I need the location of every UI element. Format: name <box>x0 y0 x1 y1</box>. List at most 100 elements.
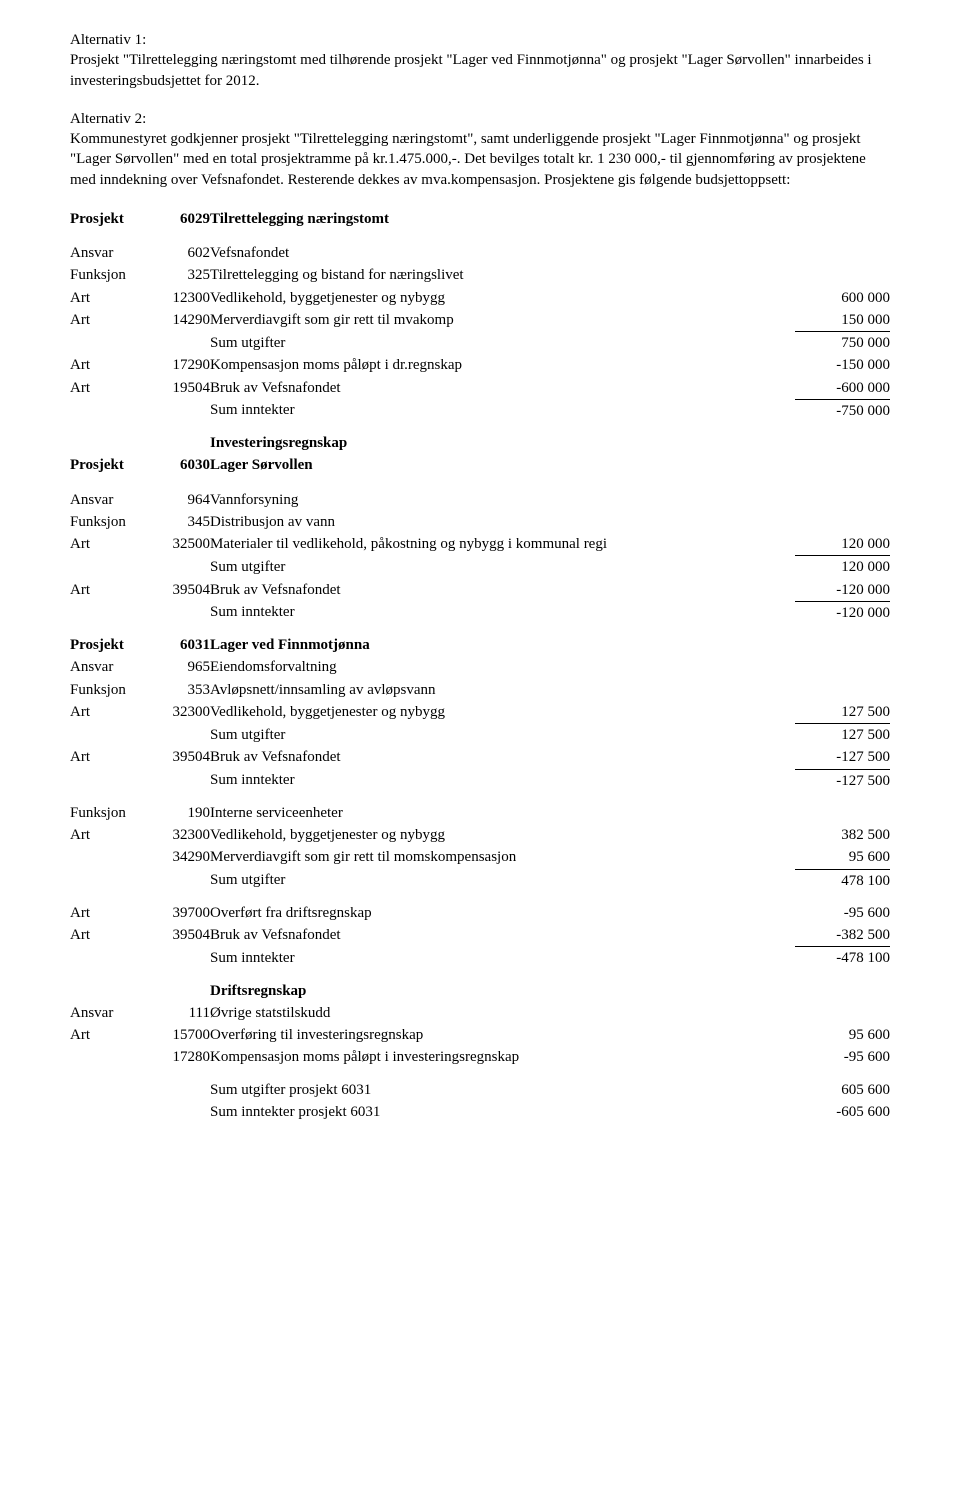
row-code: 32300 <box>155 824 210 846</box>
row-label: Funksjon <box>70 511 155 533</box>
table-row: Sum inntekter-127 500 <box>70 769 890 792</box>
row-desc: Sum inntekter <box>210 769 795 792</box>
row-code: 17290 <box>155 354 210 376</box>
row-code: 345 <box>155 511 210 533</box>
project-6031a-table: Prosjekt 6031 Lager ved Finnmotjønna Ans… <box>70 634 890 792</box>
row-label: Art <box>70 902 155 924</box>
row-desc: Vedlikehold, byggetjenester og nybygg <box>210 287 795 309</box>
table-row: Funksjon190Interne serviceenheter <box>70 802 890 824</box>
table-row: Sum inntekter-120 000 <box>70 601 890 624</box>
row-val: 478 100 <box>795 869 890 892</box>
row-label: Ansvar <box>70 489 155 511</box>
row-desc: Bruk av Vefsnafondet <box>210 579 795 602</box>
row-code: 964 <box>155 489 210 511</box>
row-code: 39700 <box>155 902 210 924</box>
head-desc: Lager ved Finnmotjønna <box>210 634 795 656</box>
row-val: 120 000 <box>795 556 890 579</box>
row-code: 39504 <box>155 579 210 602</box>
table-row: Art15700Overføring til investeringsregns… <box>70 1024 890 1046</box>
row-label <box>70 947 155 970</box>
row-label <box>70 869 155 892</box>
row-desc: Eiendomsforvaltning <box>210 656 795 678</box>
row-label <box>70 556 155 579</box>
row-val <box>795 679 890 701</box>
row-val <box>795 656 890 678</box>
drift-heading: Driftsregnskap <box>210 980 795 1002</box>
row-desc: Merverdiavgift som gir rett til mvakomp <box>210 309 795 332</box>
row-val <box>795 242 890 264</box>
row-label: Funksjon <box>70 264 155 286</box>
alt2-paragraph: Alternativ 2: Kommunestyret godkjenner p… <box>70 109 890 190</box>
row-label <box>70 769 155 792</box>
row-code: 15700 <box>155 1024 210 1046</box>
row-label <box>70 332 155 355</box>
table-row: Funksjon325Tilrettelegging og bistand fo… <box>70 264 890 286</box>
head-label: Prosjekt <box>70 208 155 230</box>
row-desc: Sum utgifter prosjekt 6031 <box>210 1079 795 1101</box>
table-row: Art19504Bruk av Vefsnafondet-600 000 <box>70 377 890 400</box>
row-desc: Overføring til investeringsregnskap <box>210 1024 795 1046</box>
row-desc: Øvrige statstilskudd <box>210 1002 795 1024</box>
row-val: -750 000 <box>795 399 890 422</box>
row-val <box>795 264 890 286</box>
row-val: -127 500 <box>795 769 890 792</box>
row-code: 14290 <box>155 309 210 332</box>
row-desc: Vefsnafondet <box>210 242 795 264</box>
row-val: -478 100 <box>795 947 890 970</box>
table-row: Sum utgifter prosjekt 6031605 600 <box>70 1079 890 1101</box>
row-val: 127 500 <box>795 724 890 747</box>
table-row: Art39700Overført fra driftsregnskap-95 6… <box>70 902 890 924</box>
row-code <box>155 869 210 892</box>
drift-table: Driftsregnskap Ansvar111Øvrige statstils… <box>70 980 890 1069</box>
row-desc: Interne serviceenheter <box>210 802 795 824</box>
table-row: Art39504Bruk av Vefsnafondet-382 500 <box>70 924 890 947</box>
row-desc: Merverdiavgift som gir rett til momskomp… <box>210 846 795 869</box>
row-label: Art <box>70 377 155 400</box>
row-code: 190 <box>155 802 210 824</box>
row-desc: Tilrettelegging og bistand for næringsli… <box>210 264 795 286</box>
row-val: -95 600 <box>795 1046 890 1068</box>
row-label <box>70 724 155 747</box>
table-row: Funksjon353Avløpsnett/innsamling av avlø… <box>70 679 890 701</box>
table-row: Art32300Vedlikehold, byggetjenester og n… <box>70 824 890 846</box>
row-val: 150 000 <box>795 309 890 332</box>
head-code: 6030 <box>155 454 210 476</box>
row-desc: Sum inntekter <box>210 601 795 624</box>
table-row: Sum utgifter750 000 <box>70 332 890 355</box>
row-val: 600 000 <box>795 287 890 309</box>
head-code: 6029 <box>155 208 210 230</box>
row-label: Art <box>70 924 155 947</box>
alt1-title: Alternativ 1: <box>70 32 146 48</box>
alt1-paragraph: Alternativ 1: Prosjekt "Tilrettelegging … <box>70 30 890 91</box>
row-code: 39504 <box>155 746 210 769</box>
row-val: 750 000 <box>795 332 890 355</box>
row-desc: Sum utgifter <box>210 556 795 579</box>
row-desc: Vedlikehold, byggetjenester og nybygg <box>210 824 795 846</box>
row-code <box>155 724 210 747</box>
row-code: 111 <box>155 1002 210 1024</box>
head-label: Prosjekt <box>70 634 155 656</box>
row-desc: Vannforsyning <box>210 489 795 511</box>
row-label <box>70 399 155 422</box>
table-row: Sum utgifter120 000 <box>70 556 890 579</box>
table-row: 34290Merverdiavgift som gir rett til mom… <box>70 846 890 869</box>
row-code: 17280 <box>155 1046 210 1068</box>
row-code <box>155 769 210 792</box>
row-code: 19504 <box>155 377 210 400</box>
row-val: 605 600 <box>795 1079 890 1101</box>
project-6031c-table: Art39700Overført fra driftsregnskap-95 6… <box>70 902 890 970</box>
row-label: Art <box>70 354 155 376</box>
row-code: 12300 <box>155 287 210 309</box>
row-val: 95 600 <box>795 846 890 869</box>
table-row: Funksjon345Distribusjon av vann <box>70 511 890 533</box>
head-desc: Lager Sørvollen <box>210 454 795 476</box>
row-code: 34290 <box>155 846 210 869</box>
head-code: 6031 <box>155 634 210 656</box>
row-desc: Sum inntekter prosjekt 6031 <box>210 1101 795 1123</box>
row-code: 965 <box>155 656 210 678</box>
row-label: Art <box>70 824 155 846</box>
head-label: Prosjekt <box>70 454 155 476</box>
row-label: Funksjon <box>70 679 155 701</box>
row-label: Ansvar <box>70 656 155 678</box>
table-row: Art14290Merverdiavgift som gir rett til … <box>70 309 890 332</box>
